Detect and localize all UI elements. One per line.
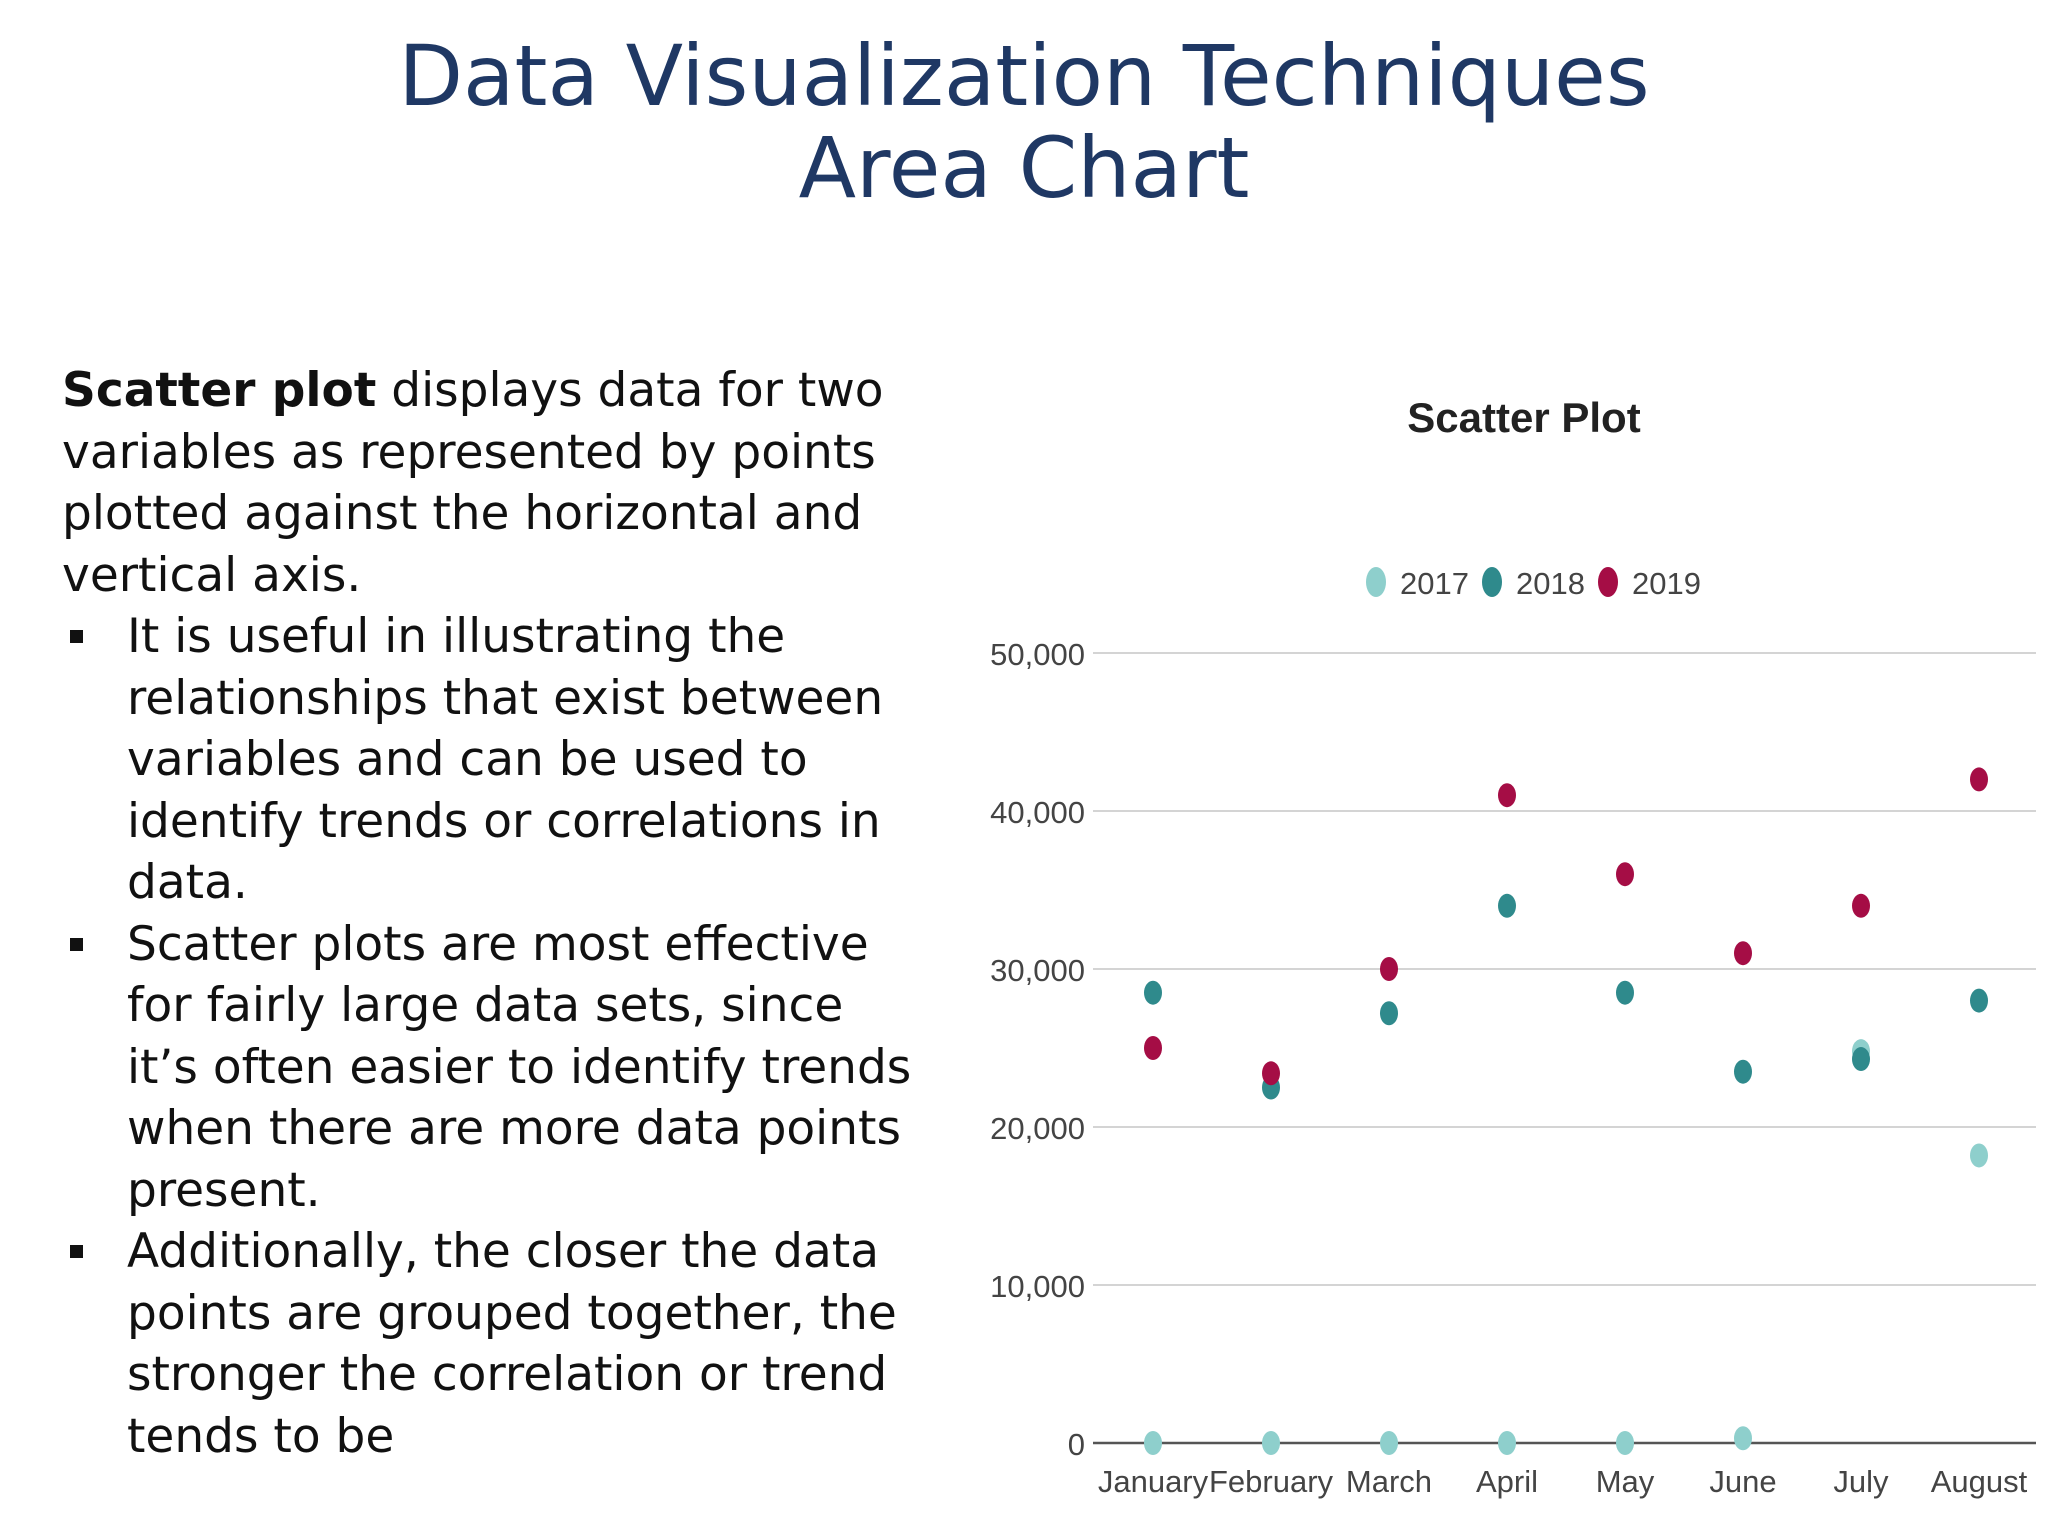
legend-marker [1482, 567, 1502, 597]
slide-title-line1: Data Visualization Techniques [398, 27, 1650, 125]
scatter-point [1262, 1061, 1280, 1086]
bullet-text: It is useful in illustrating the relatio… [127, 609, 884, 910]
scatter-point [1616, 980, 1634, 1005]
x-tick-label: March [1346, 1464, 1432, 1499]
x-tick-label: July [1833, 1464, 1889, 1499]
bullet-item: It is useful in illustrating the relatio… [62, 606, 922, 914]
slide-title: Data Visualization Techniques Area Chart [0, 30, 2048, 214]
legend-label: 2018 [1516, 566, 1585, 601]
legend-label: 2019 [1632, 566, 1701, 601]
bullet-text: Scatter plots are most effective for fai… [127, 916, 912, 1218]
square-bullet-icon [70, 630, 83, 643]
intro-rest: displays data for two variables as repre… [62, 363, 884, 603]
x-tick-label: February [1209, 1464, 1334, 1499]
scatter-point [1380, 1431, 1398, 1455]
scatter-point [1380, 957, 1398, 981]
scatter-point [1144, 1036, 1162, 1060]
slide-title-line2: Area Chart [798, 119, 1250, 217]
bullet-list: It is useful in illustrating the relatio… [62, 606, 922, 1467]
scatter-point [1380, 1001, 1398, 1026]
scatter-point [1144, 1431, 1162, 1455]
square-bullet-icon [70, 937, 83, 951]
axes: 0 10,000 20,000 30,000 40,000 50,000 January Fe… [990, 637, 2036, 1499]
y-tick-label: 30,000 [990, 953, 1085, 988]
scatter-point [1970, 988, 1988, 1013]
scatter-point [1144, 980, 1162, 1005]
scatter-point [1970, 767, 1988, 792]
grid-lines [1093, 652, 2036, 1286]
y-tick-label: 50,000 [990, 637, 1085, 672]
bullet-item: Additionally, the closer the data points… [62, 1221, 922, 1467]
x-tick-label: June [1709, 1464, 1776, 1499]
x-tick-label: May [1596, 1464, 1655, 1499]
scatter-point [1970, 1143, 1988, 1168]
chart-title: Scatter Plot [1407, 394, 1640, 441]
intro-paragraph: Scatter plot displays data for two varia… [62, 360, 922, 606]
x-tick-label: January [1098, 1464, 1209, 1499]
x-tick-label: April [1476, 1464, 1538, 1499]
bullet-text: Additionally, the closer the data points… [127, 1224, 897, 1464]
legend-marker [1598, 567, 1618, 597]
scatter-point [1852, 893, 1870, 918]
scatter-point [1498, 893, 1516, 918]
y-tick-label: 10,000 [990, 1269, 1085, 1304]
intro-bold-term: Scatter plot [62, 363, 377, 418]
x-tick-label: August [1931, 1464, 2028, 1499]
scatter-point [1734, 1426, 1752, 1451]
scatter-point [1852, 1047, 1870, 1072]
legend-marker [1366, 567, 1386, 597]
chart-legend: 2017 2018 2019 [1366, 566, 1701, 601]
y-tick-label: 40,000 [990, 795, 1085, 830]
bullet-item: Scatter plots are most effective for fai… [62, 914, 922, 1222]
square-bullet-icon [70, 1245, 83, 1258]
scatter-point [1616, 862, 1634, 887]
scatter-point [1616, 1431, 1634, 1455]
legend-label: 2017 [1400, 566, 1469, 601]
scatter-point [1498, 783, 1516, 808]
scatter-point [1262, 1431, 1280, 1455]
scatter-point [1734, 1059, 1752, 1084]
data-points [1144, 767, 1988, 1455]
y-tick-label: 0 [1068, 1427, 1085, 1462]
scatter-point [1498, 1431, 1516, 1455]
scatter-point [1734, 941, 1752, 966]
y-tick-label: 20,000 [990, 1111, 1085, 1146]
body-text: Scatter plot displays data for two varia… [62, 360, 922, 1467]
